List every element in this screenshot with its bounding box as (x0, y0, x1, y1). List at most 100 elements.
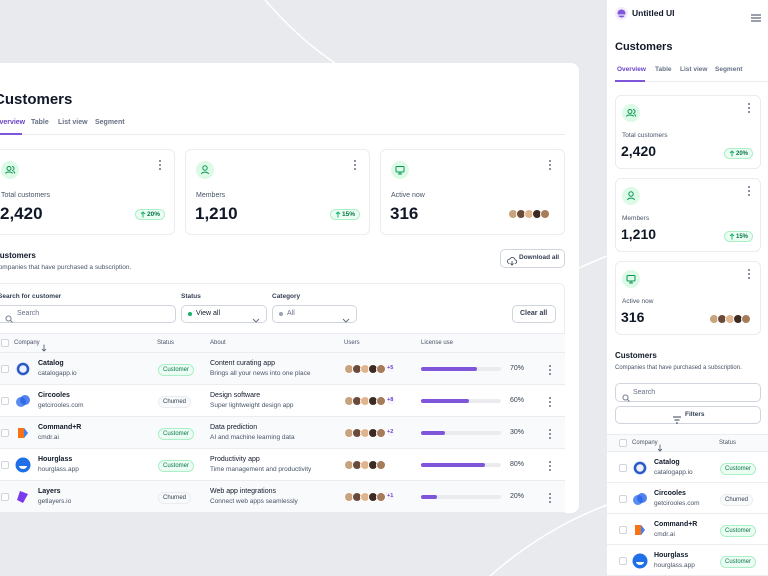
about-text: AI and machine learning data (210, 434, 295, 442)
checkbox[interactable] (1, 429, 9, 437)
filters-label: Filters (685, 411, 705, 419)
filters-button[interactable] (615, 406, 761, 424)
avatar (741, 314, 751, 324)
clear-label: Clear all (520, 310, 548, 318)
avatar (376, 364, 386, 374)
checkbox[interactable] (1, 365, 9, 373)
checkbox[interactable] (619, 439, 627, 447)
checkbox[interactable] (1, 461, 9, 469)
company-logo (15, 425, 31, 441)
stat-value: 2,420 (0, 204, 43, 224)
clear-button[interactable] (512, 305, 556, 323)
stat-icon (622, 187, 640, 205)
checkbox[interactable] (619, 526, 627, 534)
license-track (421, 431, 501, 435)
avatar (376, 428, 386, 438)
tab[interactable]: Overview (0, 119, 26, 127)
brand-logo (615, 7, 628, 20)
company-logo (632, 491, 648, 507)
section-title: Customers (615, 351, 657, 361)
stat-label: Active now (622, 298, 654, 306)
more-users-count: +8 (387, 397, 394, 404)
menu-dots[interactable] (352, 158, 358, 170)
tab[interactable]: Overview (617, 66, 646, 74)
company-domain: hourglass.app (654, 562, 695, 570)
stat-icon (391, 161, 409, 179)
stat-value: 2,420 (621, 143, 657, 160)
menu-button[interactable] (751, 9, 761, 22)
stat-card (615, 95, 761, 169)
company-domain: cmdr.ai (38, 434, 59, 442)
stat-card (615, 261, 761, 335)
tab[interactable]: Segment (715, 66, 743, 74)
filter-label: Status (181, 293, 201, 301)
checkbox[interactable] (619, 557, 627, 565)
menu-dots[interactable] (547, 491, 553, 503)
license-label: 60% (510, 397, 525, 405)
company-logo (15, 489, 31, 505)
company-name: Command+R (38, 424, 82, 432)
avatar (376, 460, 386, 470)
category-select[interactable] (272, 305, 357, 323)
stat-icon (1, 161, 19, 179)
filters-icon (673, 411, 681, 424)
menu-dots[interactable] (746, 184, 752, 196)
stat-icon (622, 270, 640, 288)
stat-icon (196, 161, 214, 179)
filter-label: Category (272, 293, 301, 301)
chevron (342, 311, 350, 323)
menu-dots[interactable] (547, 158, 553, 170)
section-subtitle: Companies that have purchased a subscrip… (0, 264, 132, 272)
menu-dots[interactable] (547, 427, 553, 439)
column-header: License use (421, 339, 454, 346)
checkbox[interactable] (1, 493, 9, 501)
checkbox[interactable] (619, 464, 627, 472)
tab[interactable]: List view (58, 119, 88, 127)
stat-value: 1,210 (195, 204, 238, 224)
checkbox[interactable] (1, 339, 9, 347)
more-users (386, 396, 396, 406)
stat-label: Active now (391, 192, 425, 200)
menu-dots[interactable] (157, 158, 163, 170)
table-head (0, 333, 565, 353)
company-domain: hourglass.app (38, 466, 79, 474)
license-label: 30% (510, 429, 525, 437)
checkbox[interactable] (619, 495, 627, 503)
status-badge: Churned (720, 494, 754, 506)
more-users-count: +1 (387, 493, 394, 500)
change-badge: 15% (330, 209, 361, 220)
checkbox[interactable] (1, 397, 9, 405)
menu-dots[interactable] (746, 267, 752, 279)
company-logo (632, 522, 648, 538)
tabs-divider (615, 81, 768, 82)
tab[interactable]: Segment (95, 119, 125, 127)
column-header: Status (719, 439, 737, 446)
tab[interactable]: List view (680, 66, 708, 74)
stat-value: 316 (621, 309, 645, 326)
search-placeholder: Search (633, 389, 656, 397)
search-input[interactable] (0, 305, 176, 323)
tab[interactable]: Table (655, 66, 672, 74)
search-input[interactable] (615, 383, 761, 402)
tab[interactable]: Table (31, 119, 49, 127)
license-label: 70% (510, 365, 525, 373)
status-select[interactable] (181, 305, 267, 323)
menu-dots[interactable] (547, 363, 553, 375)
table-row (607, 452, 768, 483)
more-users-count: +5 (387, 365, 394, 372)
about-title: Web app integrations (210, 488, 277, 496)
menu-dots[interactable] (547, 459, 553, 471)
company-logo (15, 361, 31, 377)
category-value: All (287, 310, 295, 318)
column-header: Status (157, 339, 175, 346)
company-name: Command+R (654, 521, 698, 529)
table-row (607, 514, 768, 545)
download-label: Download all (519, 254, 560, 262)
status-badge: Customer (720, 556, 757, 568)
avatar (540, 209, 550, 219)
company-name: Circooles (654, 490, 686, 498)
menu-dots[interactable] (547, 395, 553, 407)
company-domain: catalogapp.io (654, 469, 693, 477)
change-value: 20% (147, 211, 161, 218)
menu-dots[interactable] (746, 101, 752, 113)
